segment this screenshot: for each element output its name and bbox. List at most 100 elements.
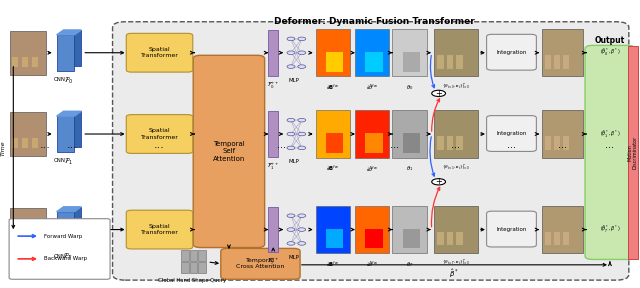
Bar [365,52,383,71]
Polygon shape [56,30,81,35]
Text: $\partial \mathbf{B}^{fw}$: $\partial \mathbf{B}^{fw}$ [326,164,339,173]
Text: Integration: Integration [496,227,527,232]
Text: +: + [435,177,442,186]
Bar [392,206,427,253]
Circle shape [432,90,445,96]
Bar [563,55,568,69]
Circle shape [287,132,295,136]
Bar [56,35,74,71]
Text: Output: Output [595,35,625,45]
Circle shape [298,228,306,231]
Text: $\mathcal{F}_1^{++}$: $\mathcal{F}_1^{++}$ [267,162,280,172]
Text: Spatial
Transformer: Spatial Transformer [141,47,179,58]
Text: $\partial \mathbf{B}^{fw}$: $\partial \mathbf{B}^{fw}$ [326,83,339,92]
Polygon shape [56,207,81,212]
Bar [355,29,389,77]
Circle shape [298,118,306,122]
Bar [434,110,478,158]
Text: CNN: CNN [54,158,65,163]
FancyBboxPatch shape [9,219,110,279]
Circle shape [287,118,295,122]
Bar [316,206,350,253]
Bar [74,207,81,242]
Text: ...: ... [276,140,285,150]
Circle shape [287,242,295,245]
Bar [326,52,343,71]
Bar [12,138,18,148]
Text: $\partial\hat{\theta}^{fw}$: $\partial\hat{\theta}^{fw}$ [366,164,378,173]
Text: MLP: MLP [289,78,300,83]
Text: ...: ... [40,140,51,150]
Text: $(\hat{\theta}_0^*, \beta^*)$: $(\hat{\theta}_0^*, \beta^*)$ [600,47,620,58]
Bar [56,116,74,152]
Bar [545,55,551,69]
FancyBboxPatch shape [113,22,629,280]
Text: ...: ... [605,140,614,150]
Circle shape [298,132,306,136]
Circle shape [287,228,295,231]
Text: Deformer: Dynamic Fusion Transformer: Deformer: Dynamic Fusion Transformer [275,17,475,26]
Bar [189,262,197,273]
Text: $\partial\hat{\theta}^{fw}$: $\partial\hat{\theta}^{fw}$ [366,83,378,92]
Text: $\mathcal{F}_0$: $\mathcal{F}_0$ [64,75,73,86]
FancyBboxPatch shape [126,33,193,72]
Bar [355,206,389,253]
Circle shape [287,65,295,68]
Bar [326,229,343,248]
Text: Integration: Integration [496,50,527,55]
Text: $\mathcal{F}_T$: $\mathcal{F}_T$ [63,252,74,262]
Bar [554,136,560,150]
Bar [545,232,551,245]
Text: Motion
Discriminator: Motion Discriminator [627,136,638,169]
Text: Time: Time [1,140,6,156]
Text: $\theta_0$: $\theta_0$ [406,83,413,92]
Text: $\mathcal{F}_T^{++}$: $\mathcal{F}_T^{++}$ [267,257,280,268]
Bar [554,55,560,69]
Bar [563,136,568,150]
Text: $\partial\hat{\theta}^{fw}$: $\partial\hat{\theta}^{fw}$ [366,259,378,269]
Bar [403,229,420,248]
Bar [198,250,206,261]
Bar [10,31,46,75]
Bar [436,136,444,150]
Bar [22,57,28,67]
Circle shape [298,146,306,150]
Bar [542,110,583,158]
Bar [434,29,478,77]
Text: ...: ... [390,140,399,150]
Bar [316,29,350,77]
Bar [392,29,427,77]
FancyBboxPatch shape [486,115,536,151]
Text: $\theta_T$: $\theta_T$ [406,260,413,269]
Text: $(\hat{\theta}_T^*, \beta^*)$: $(\hat{\theta}_T^*, \beta^*)$ [600,224,620,235]
Bar [365,229,383,248]
Bar [542,206,583,253]
Text: Integration: Integration [496,131,527,136]
Text: Spatial
Transformer: Spatial Transformer [141,128,179,140]
Text: ...: ... [451,140,460,150]
Bar [268,111,278,157]
Bar [365,133,383,153]
Bar [32,57,38,67]
FancyBboxPatch shape [193,55,265,248]
Bar [392,110,427,158]
FancyBboxPatch shape [221,249,300,279]
Text: Temporal
Cross Attention: Temporal Cross Attention [236,258,285,270]
Circle shape [287,51,295,54]
Text: $(\hat{\theta}_1^*, \beta^*)$: $(\hat{\theta}_1^*, \beta^*)$ [600,128,620,140]
Circle shape [298,51,306,54]
Bar [10,208,46,251]
Text: MLP: MLP [289,255,300,260]
Circle shape [287,214,295,217]
Text: CNN: CNN [54,77,65,82]
Circle shape [432,179,445,185]
Bar [268,30,278,75]
Circle shape [298,37,306,41]
Bar [456,232,463,245]
Bar [436,55,444,69]
Text: ...: ... [558,140,567,150]
Text: +: + [435,89,442,98]
FancyBboxPatch shape [486,34,536,70]
Bar [316,110,350,158]
Text: $\theta_1$: $\theta_1$ [406,164,413,173]
